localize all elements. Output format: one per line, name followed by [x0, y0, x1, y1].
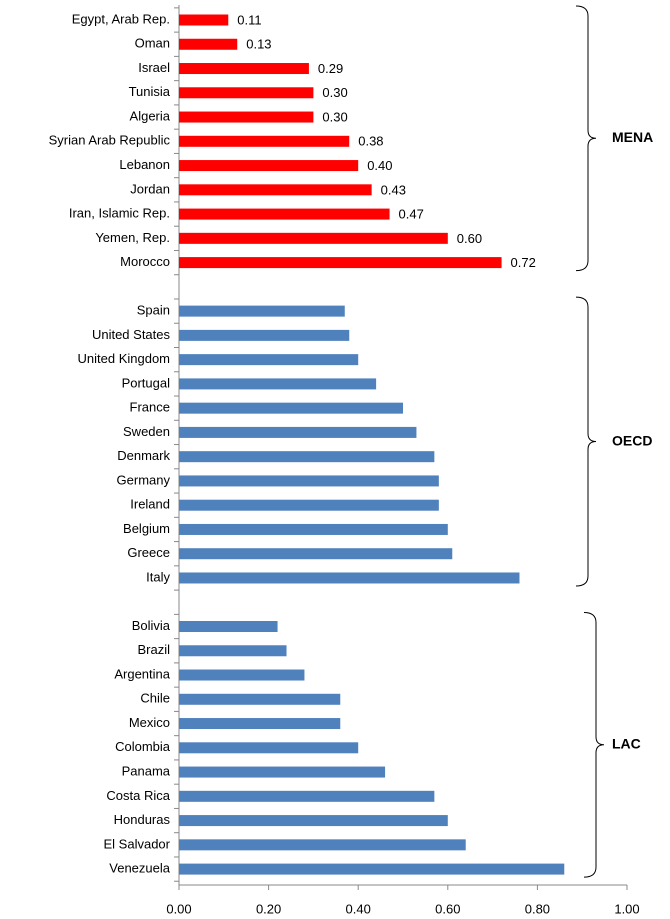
bar	[179, 135, 350, 147]
value-label: 0.30	[322, 85, 347, 100]
value-label: 0.72	[511, 255, 536, 270]
bar	[179, 572, 520, 584]
x-tick-label: 1.00	[614, 901, 639, 916]
category-label: Syrian Arab Republic	[49, 133, 171, 148]
bar	[179, 718, 341, 730]
category-label: Ireland	[130, 497, 170, 512]
group-brace	[575, 5, 597, 272]
category-label: Denmark	[117, 448, 170, 463]
category-label: Chile	[140, 691, 170, 706]
category-label: United States	[92, 327, 171, 342]
bar	[179, 621, 278, 632]
category-label: Portugal	[122, 375, 171, 390]
bar	[179, 523, 448, 535]
bar	[179, 475, 439, 487]
bar	[179, 160, 359, 172]
category-label: Argentina	[114, 666, 170, 681]
category-label: Colombia	[115, 739, 171, 754]
category-label: Algeria	[130, 108, 171, 123]
category-label: Israel	[138, 60, 170, 75]
value-label: 0.47	[399, 207, 424, 222]
bar	[179, 232, 448, 244]
bar	[179, 184, 372, 196]
group-label: LAC	[612, 736, 641, 752]
category-label: Panama	[122, 763, 171, 778]
value-label: 0.40	[367, 158, 392, 173]
category-label: Costa Rica	[106, 788, 170, 803]
x-tick-label: 0.40	[346, 901, 371, 916]
category-label: United Kingdom	[78, 351, 171, 366]
bar	[179, 839, 466, 851]
bar	[179, 742, 359, 754]
x-tick-label: 0.00	[166, 901, 191, 916]
bar	[179, 378, 377, 390]
category-label: Jordan	[130, 181, 170, 196]
bar	[179, 329, 350, 341]
bar	[179, 87, 314, 99]
category-label: Belgium	[123, 521, 170, 536]
category-label: Venezuela	[109, 861, 170, 876]
category-label: Brazil	[137, 642, 170, 657]
x-tick-label: 0.80	[525, 901, 550, 916]
bar	[179, 305, 345, 317]
x-tick-label: 0.60	[435, 901, 460, 916]
value-label: 0.29	[318, 61, 343, 76]
category-label: Spain	[137, 303, 170, 318]
value-label: 0.13	[246, 37, 271, 52]
bar	[179, 208, 390, 220]
value-label: 0.38	[358, 134, 383, 149]
bar	[179, 790, 435, 802]
value-label: 0.11	[237, 12, 261, 27]
group-label: OECD	[612, 432, 652, 448]
category-label: Egypt, Arab Rep.	[72, 11, 170, 26]
category-label: Yemen, Rep.	[95, 230, 170, 245]
value-label: 0.30	[322, 109, 347, 124]
category-label: Lebanon	[119, 157, 170, 172]
category-label: El Salvador	[104, 836, 171, 851]
category-label: Greece	[127, 545, 170, 560]
bar	[179, 111, 314, 123]
bar	[179, 548, 453, 560]
group-brace	[575, 296, 597, 587]
bar	[179, 693, 341, 705]
category-label: Bolivia	[132, 618, 171, 633]
category-label: Italy	[146, 569, 170, 584]
category-label: Sweden	[123, 424, 170, 439]
bar	[179, 815, 448, 827]
category-label: Germany	[117, 472, 171, 487]
category-label: France	[130, 400, 170, 415]
bar	[179, 499, 439, 511]
bar	[179, 645, 287, 657]
category-label: Tunisia	[129, 84, 171, 99]
group-label: MENA	[612, 129, 653, 145]
bar	[179, 766, 386, 778]
bar	[179, 451, 435, 463]
group-brace	[583, 612, 605, 878]
bar	[179, 14, 229, 26]
value-label: 0.60	[457, 231, 482, 246]
value-label: 0.43	[381, 182, 406, 197]
category-label: Mexico	[129, 715, 170, 730]
bar	[179, 402, 403, 414]
bar	[179, 863, 565, 875]
category-label: Oman	[135, 36, 170, 51]
category-label: Morocco	[120, 254, 170, 269]
bar	[179, 354, 359, 366]
category-label: Iran, Islamic Rep.	[69, 206, 170, 221]
bar	[179, 426, 417, 438]
bar	[179, 38, 238, 50]
bar	[179, 669, 305, 681]
category-label: Honduras	[114, 812, 171, 827]
bar	[179, 63, 309, 75]
bar	[179, 257, 502, 269]
x-tick-label: 0.20	[256, 901, 281, 916]
